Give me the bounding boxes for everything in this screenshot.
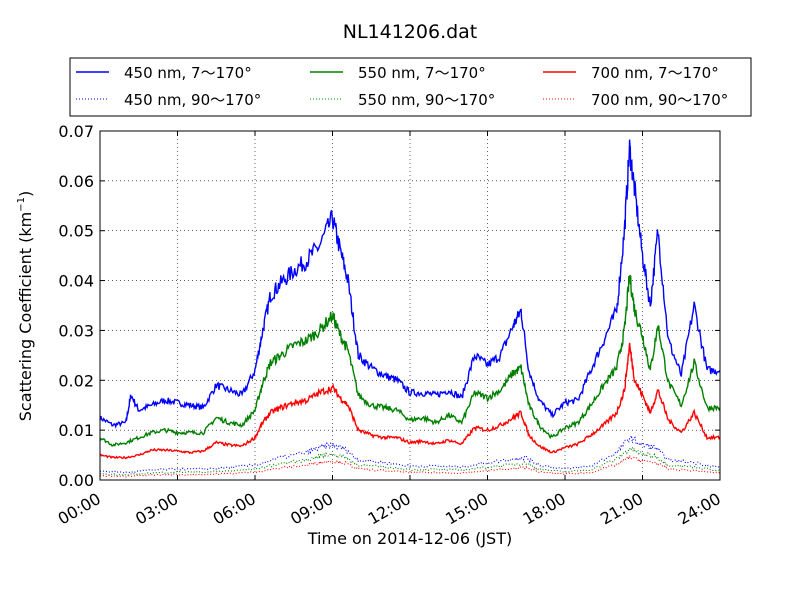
series-line-2 (99, 342, 721, 460)
legend-label: 450 nm, 7～170° (124, 64, 252, 82)
y-axis-label: Scattering Coefficient (km−1) (16, 191, 35, 422)
y-tick-label: 0.02 (58, 371, 94, 390)
y-tick-label: 0.04 (58, 272, 94, 291)
legend-label: 450 nm, 90～170° (124, 91, 261, 109)
x-axis-label: Time on 2014-12-06 (JST) (307, 529, 512, 548)
legend-box (69, 57, 752, 117)
series-line-3 (99, 435, 721, 474)
legend-label: 700 nm, 7～170° (591, 64, 719, 82)
y-axis-label-close: ) (16, 191, 35, 197)
legend: 450 nm, 7～170° 550 nm, 7～170° 700 nm, 7～17… (69, 57, 752, 117)
series-group (99, 139, 721, 478)
chart-title: NL141206.dat (343, 21, 478, 43)
grid (100, 131, 720, 480)
y-tick-label: 0.00 (58, 471, 94, 490)
y-tick-label: 0.05 (58, 222, 94, 241)
y-tick-label: 0.03 (58, 321, 94, 340)
legend-label: 700 nm, 90～170° (591, 91, 728, 109)
series-line-0 (99, 139, 721, 429)
y-tick-label: 0.06 (58, 172, 94, 191)
y-tick-label: 0.07 (58, 122, 94, 141)
legend-label: 550 nm, 7～170° (358, 64, 486, 82)
y-axis-label-main: Scattering Coefficient (km (16, 212, 35, 422)
y-axis-label-superscript: −1 (16, 197, 27, 212)
y-tick-label: 0.01 (58, 421, 94, 440)
series-line-5 (99, 453, 721, 478)
series-line-1 (99, 274, 721, 447)
legend-label: 550 nm, 90～170° (358, 91, 495, 109)
